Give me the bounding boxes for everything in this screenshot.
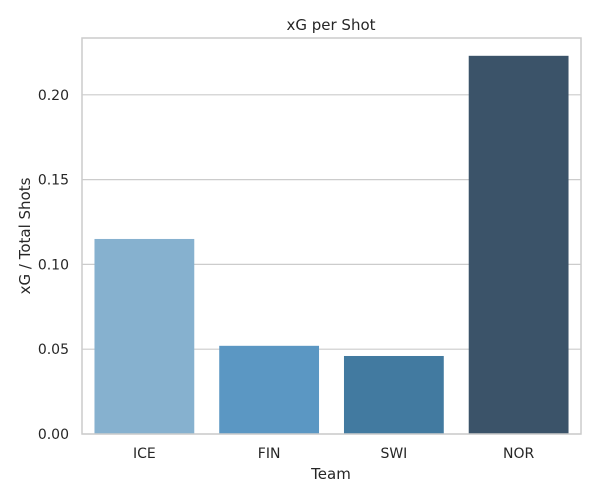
bar-swi: [343, 355, 444, 434]
x-tick-label: ICE: [133, 446, 156, 462]
bar-nor: [468, 55, 569, 434]
y-tick-label: 0.00: [38, 427, 69, 443]
y-tick-label: 0.05: [38, 342, 69, 358]
x-axis-label: Team: [310, 465, 351, 483]
plot-frame: [81, 37, 582, 435]
y-axis-label: xG / Total Shots: [16, 177, 34, 294]
y-tick-label: 0.20: [38, 88, 69, 104]
bar-fin: [219, 345, 320, 434]
bars: [94, 55, 569, 434]
bar-ice: [94, 238, 195, 434]
x-tick-label: SWI: [380, 446, 407, 462]
y-tick-labels: 0.00 0.05 0.10 0.15 0.20: [38, 88, 69, 443]
y-tick-label: 0.10: [38, 257, 69, 273]
x-tick-label: FIN: [258, 446, 281, 462]
y-tick-label: 0.15: [38, 173, 69, 189]
chart-title: xG per Shot: [286, 16, 375, 34]
x-tick-labels: ICE FIN SWI NOR: [133, 446, 535, 462]
x-tick-label: NOR: [503, 446, 534, 462]
